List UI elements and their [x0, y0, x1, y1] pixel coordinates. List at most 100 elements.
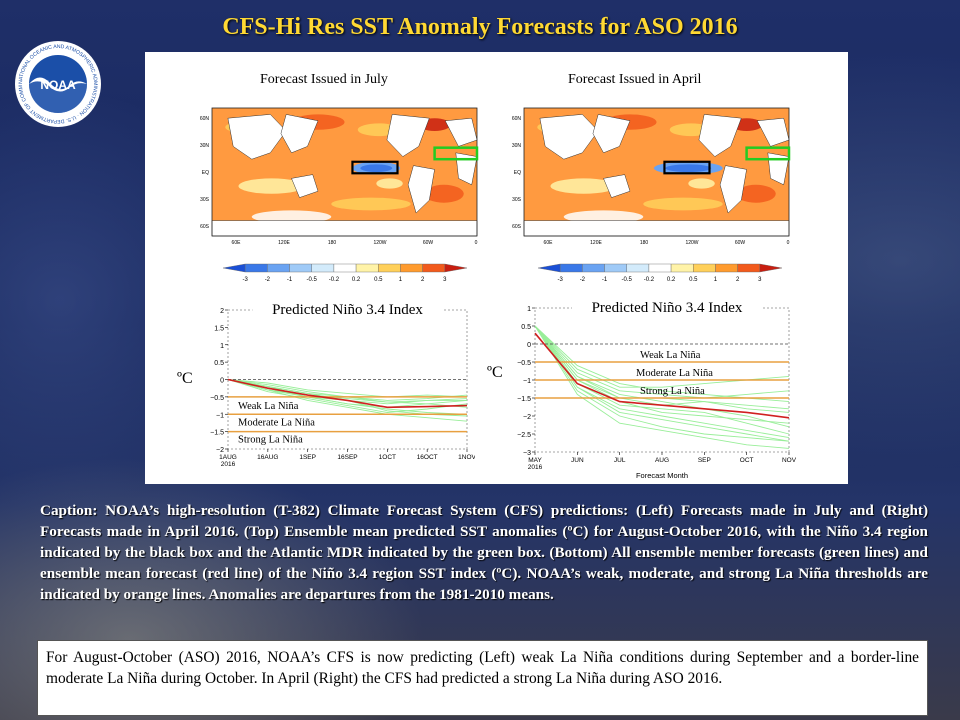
- colorbar-july: -3 -2 -1 -0.5 -0.2 0.2 0.5 1 2 3: [222, 263, 468, 283]
- ensemble-member-line: [534, 325, 790, 449]
- x-tick-label: 16SEP: [337, 454, 357, 461]
- colorbar-tick-label: 2: [736, 277, 740, 283]
- sst-anomaly-map-july: 60N 30N EQ 30S 60S 60E 120E 180 120W 60W 0: [200, 107, 479, 246]
- atlantic-mdr-box: [745, 146, 791, 161]
- x-tick-label: OCT: [740, 457, 754, 464]
- summary-box: For August-October (ASO) 2016, NOAA’s CF…: [37, 640, 928, 716]
- colorbar-tick-label: 0.2: [667, 277, 676, 283]
- colorbar-tick-label: -0.5: [307, 277, 318, 283]
- sst-anomaly-patch: [736, 184, 776, 203]
- ensemble-member-line: [227, 379, 468, 408]
- continent-landmass: [603, 174, 631, 198]
- nino34-chart-july: Weak La Niña Moderate La Niña Strong La Ni…: [210, 299, 475, 468]
- continent-landmass: [719, 165, 747, 214]
- chart-july-ylabel: ºC: [177, 370, 193, 387]
- slide-title: CFS-Hi Res SST Anomaly Forecasts for ASO…: [222, 14, 738, 40]
- x-tick-label: 2016: [528, 464, 543, 471]
- map-lat-label: 30S: [200, 197, 210, 203]
- map-lat-label: 30N: [200, 143, 210, 149]
- y-tick-label: 1: [220, 343, 224, 350]
- colorbar-april: -3 -2 -1 -0.5 -0.2 0.2 0.5 1 2 3: [537, 263, 783, 283]
- colorbar-segment: [311, 263, 335, 273]
- summary-text: For August-October (ASO) 2016, NOAA’s CF…: [46, 649, 919, 687]
- x-tick-label: MAY: [528, 457, 542, 464]
- sst-anomaly-patch: [251, 210, 332, 224]
- y-tick-label: −1: [523, 378, 531, 385]
- colorbar-segment: [267, 263, 290, 273]
- chart-title-backing: [572, 297, 762, 315]
- sst-anomaly-patch: [376, 178, 403, 189]
- map-lon-label: 180: [640, 240, 649, 246]
- sst-anomaly-patch: [643, 197, 723, 211]
- colorbar-segment: [244, 263, 268, 273]
- map-title-april: Forecast Issued in April: [568, 72, 702, 87]
- map-lon-label: 60E: [232, 240, 242, 246]
- nino34-region-box: [663, 160, 711, 175]
- sst-anomaly-patch: [424, 184, 464, 203]
- y-tick-label: −1: [216, 412, 224, 419]
- colorbar-segment: [648, 263, 672, 273]
- colorbar-segment: [604, 263, 627, 273]
- colorbar-tick-label: 3: [443, 277, 447, 283]
- sst-anomaly-patch: [331, 197, 411, 211]
- colorbar-segment: [289, 263, 312, 273]
- map-lat-label: 60N: [200, 116, 210, 122]
- map-lat-label: 60S: [200, 224, 210, 230]
- ensemble-mean-line: [227, 378, 468, 409]
- threshold-label: Weak La Niña: [640, 350, 701, 361]
- continent-landmass: [523, 220, 790, 237]
- ensemble-member-line: [534, 325, 790, 442]
- colorbar-segment: [670, 263, 694, 273]
- x-tick-label: 1SEP: [299, 454, 316, 461]
- chart-title: Predicted Niño 3.4 Index: [272, 302, 423, 318]
- y-tick-label: −2: [216, 447, 224, 454]
- x-tick-label: JUL: [614, 457, 626, 464]
- continent-landmass: [280, 114, 319, 154]
- continent-landmass: [407, 165, 435, 214]
- continent-landmass: [291, 174, 319, 198]
- figure-panel: Forecast Issued in July Forecast Issued …: [145, 52, 848, 484]
- y-tick-label: 1: [527, 306, 531, 313]
- threshold-label: Moderate La Niña: [636, 368, 713, 379]
- ensemble-mean-line: [534, 332, 790, 419]
- colorbar-segment: [222, 263, 246, 273]
- colorbar-tick-label: -0.2: [644, 277, 655, 283]
- map-lon-label: 180: [328, 240, 337, 246]
- colorbar-tick-label: -1: [602, 277, 608, 283]
- map-lon-label: 60W: [735, 240, 746, 246]
- colorbar-segment: [559, 263, 583, 273]
- nino34-region-box: [351, 160, 399, 175]
- map-lat-label: 60S: [512, 224, 522, 230]
- map-lon-label: 60W: [423, 240, 434, 246]
- map-frame: [523, 107, 790, 237]
- x-axis-label: Forecast Month: [636, 471, 688, 480]
- chart-april-ylabel: ºC: [487, 364, 503, 381]
- threshold-label: Strong La Niña: [238, 435, 303, 446]
- colorbar-segment: [759, 263, 783, 273]
- x-tick-label: 1AUG: [219, 454, 237, 461]
- map-lat-label: EQ: [514, 170, 521, 176]
- colorbar-tick-label: 1: [399, 277, 403, 283]
- colorbar-tick-label: 3: [758, 277, 762, 283]
- map-lon-label: 60E: [544, 240, 554, 246]
- x-tick-label: SEP: [698, 457, 711, 464]
- colorbar-tick-label: 0.5: [374, 277, 383, 283]
- chart-title-backing: [252, 299, 443, 317]
- colorbar-tick-label: 0.2: [352, 277, 361, 283]
- continent-landmass: [592, 114, 631, 154]
- logo-text: NOAA: [40, 78, 76, 92]
- map-lon-label: 120E: [278, 240, 290, 246]
- colorbar-tick-label: 2: [421, 277, 425, 283]
- y-tick-label: −0.5: [210, 395, 224, 402]
- sst-anomaly-map-april: 60N 30N EQ 30S 60S 60E 120E 180 120W 60W 0: [512, 107, 791, 246]
- threshold-label: Weak La Niña: [238, 401, 299, 412]
- y-tick-label: −0.5: [517, 360, 531, 367]
- y-tick-label: −1.5: [517, 396, 531, 403]
- colorbar-segment: [333, 263, 357, 273]
- nino34-chart-april: Weak La Niña Moderate La Niña Strong La Ni…: [517, 297, 797, 480]
- ensemble-member-line: [227, 379, 468, 413]
- colorbar-tick-label: 1: [714, 277, 718, 283]
- continent-landmass: [539, 114, 599, 160]
- y-tick-label: −2: [523, 414, 531, 421]
- map-lat-label: 30S: [512, 197, 522, 203]
